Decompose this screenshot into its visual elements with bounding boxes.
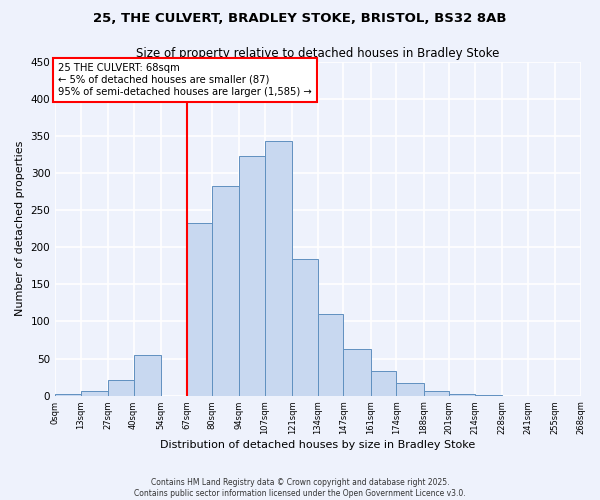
Bar: [265, 141, 292, 396]
Bar: [318, 314, 343, 396]
Bar: [292, 259, 318, 396]
Title: Size of property relative to detached houses in Bradley Stoke: Size of property relative to detached ho…: [136, 48, 500, 60]
Text: 25, THE CULVERT, BRADLEY STOKE, BRISTOL, BS32 8AB: 25, THE CULVERT, BRADLEY STOKE, BRISTOL,…: [93, 12, 507, 26]
Bar: [108, 380, 134, 396]
X-axis label: Distribution of detached houses by size in Bradley Stoke: Distribution of detached houses by size …: [160, 440, 475, 450]
Bar: [134, 355, 161, 396]
Bar: [239, 156, 265, 396]
Bar: [424, 390, 449, 396]
Bar: [80, 392, 108, 396]
Bar: [475, 395, 502, 396]
Y-axis label: Number of detached properties: Number of detached properties: [15, 141, 25, 316]
Bar: [396, 383, 424, 396]
Bar: [187, 222, 212, 396]
Text: Contains HM Land Registry data © Crown copyright and database right 2025.
Contai: Contains HM Land Registry data © Crown c…: [134, 478, 466, 498]
Text: 25 THE CULVERT: 68sqm
← 5% of detached houses are smaller (87)
95% of semi-detac: 25 THE CULVERT: 68sqm ← 5% of detached h…: [58, 64, 311, 96]
Bar: [55, 394, 80, 396]
Bar: [371, 371, 396, 396]
Bar: [449, 394, 475, 396]
Bar: [212, 186, 239, 396]
Bar: [343, 349, 371, 396]
